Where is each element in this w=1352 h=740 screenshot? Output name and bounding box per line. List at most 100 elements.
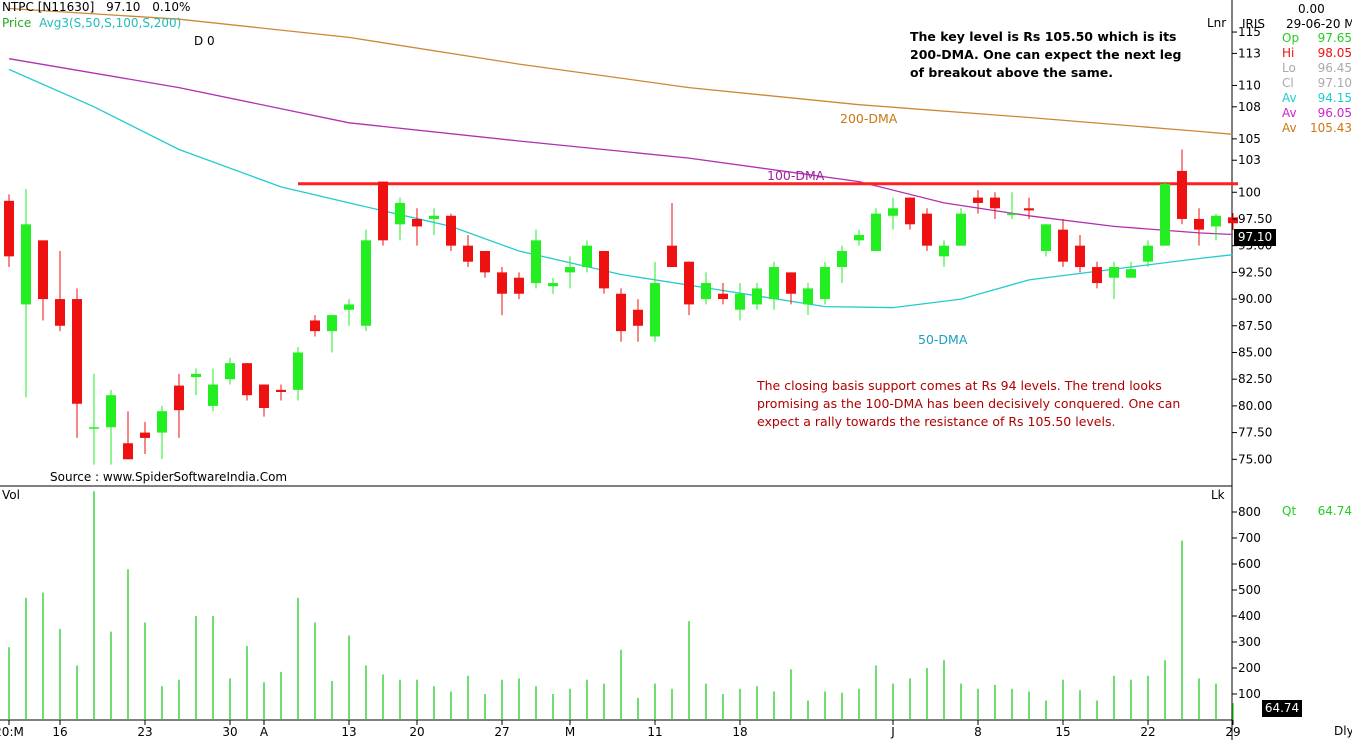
vol-tick-label: 300	[1238, 635, 1261, 649]
x-tick-label: 18	[732, 725, 747, 739]
info-row-value: 96.45	[1317, 61, 1352, 75]
candle-body	[684, 261, 694, 305]
candle-body	[905, 197, 915, 225]
key-level-note: The key level is Rs 105.50 which is its …	[910, 29, 1182, 80]
x-tick-label: A	[260, 725, 269, 739]
info-row-label: Av	[1282, 91, 1297, 105]
x-tick-label: 30	[222, 725, 237, 739]
candle-body	[310, 320, 320, 332]
candle-body	[956, 213, 966, 246]
change-percent: 0.10%	[152, 0, 191, 14]
support-note: The closing basis support comes at Rs 94…	[757, 378, 1181, 429]
candle-body	[276, 389, 286, 393]
scale-type[interactable]: Lnr	[1207, 16, 1227, 30]
candle-body	[242, 363, 252, 396]
candle-body	[157, 411, 167, 433]
candle-body	[1228, 217, 1238, 224]
candle-body	[939, 245, 949, 257]
candle-body	[599, 251, 609, 289]
vol-tick-label: 500	[1238, 583, 1261, 597]
ma-line	[8, 68, 1234, 309]
candle-body	[21, 224, 31, 305]
x-tick-label: J	[890, 725, 895, 739]
y-tick-label: 92.50	[1238, 265, 1272, 279]
candle-body	[446, 215, 456, 246]
candle-body	[650, 283, 660, 337]
source-note: Source : www.SpiderSoftwareIndia.Com	[50, 470, 288, 484]
info-row: Cl 97.10	[1240, 76, 1352, 90]
candle-body	[548, 283, 558, 287]
candle-body	[565, 267, 575, 273]
candle-body	[1160, 183, 1170, 246]
candle-body	[854, 234, 864, 241]
y-tick-label: 110	[1238, 78, 1261, 92]
x-tick-label: 20:M	[0, 725, 24, 739]
x-tick-label: 11	[647, 725, 662, 739]
candle-body	[4, 200, 14, 257]
candle-body	[786, 272, 796, 294]
info-row: Av 94.15	[1240, 91, 1352, 105]
candle-body	[327, 315, 337, 332]
vol-tick-label: 600	[1238, 557, 1261, 571]
vol-tick-label: 100	[1238, 687, 1261, 701]
symbol-label: NTPC [N11630]	[2, 0, 95, 14]
candle-body	[1007, 213, 1017, 216]
candle-body	[106, 395, 116, 428]
x-tick-label: 20	[409, 725, 424, 739]
candle-body	[718, 293, 728, 300]
candle-body	[38, 240, 48, 300]
candle-body	[429, 215, 439, 219]
info-row: Hi 98.05	[1240, 46, 1352, 60]
candle-body	[140, 432, 150, 438]
candle-body	[531, 240, 541, 284]
vol-tick-label: 400	[1238, 609, 1261, 623]
info-qt-label: Qt	[1282, 504, 1297, 518]
candle-body	[1075, 245, 1085, 268]
candle-body	[123, 443, 133, 460]
info-top-value: 0.00	[1298, 2, 1325, 16]
candle-body	[803, 288, 813, 305]
info-title: IRIS	[1242, 17, 1266, 31]
vol-tick-label: 700	[1238, 531, 1261, 545]
x-tick-label: 13	[341, 725, 356, 739]
x-tick-label: 16	[52, 725, 67, 739]
candle-body	[1092, 267, 1102, 284]
dma100-label: 100-DMA	[767, 168, 825, 183]
info-row: Av 105.43	[1240, 121, 1352, 135]
y-tick-label: 108	[1238, 100, 1261, 114]
candle-body	[1109, 267, 1119, 278]
info-row-value: 97.65	[1317, 31, 1352, 45]
candle-body	[752, 288, 762, 305]
info-date: 29-06-20 Mo	[1286, 17, 1352, 31]
avg-legend: Avg3(S,50,S,100,S,200)	[39, 16, 182, 30]
ma-line	[8, 58, 1234, 236]
info-row-label: Op	[1282, 31, 1300, 45]
candle-body	[293, 352, 303, 390]
candle-body	[888, 208, 898, 216]
candle-body	[582, 245, 592, 268]
x-tick-label: 22	[1140, 725, 1155, 739]
info-row-value: 96.05	[1317, 106, 1352, 120]
info-row-value: 94.15	[1317, 91, 1352, 105]
y-tick-label: 80.00	[1238, 399, 1272, 413]
candle-body	[497, 272, 507, 294]
vol-tick-label: 200	[1238, 661, 1261, 675]
last-volume-tag: 64.74	[1262, 700, 1302, 717]
y-tick-label: 75.00	[1238, 452, 1272, 466]
info-row: Av 96.05	[1240, 106, 1352, 120]
x-tick-label: 8	[974, 725, 982, 739]
y-tick-label: 87.50	[1238, 319, 1272, 333]
price-label: Price	[2, 16, 32, 30]
x-tick-label: M	[565, 725, 575, 739]
volume-scale: Lk	[1211, 488, 1225, 502]
period-label[interactable]: Dly	[1334, 724, 1352, 738]
info-row-value: 98.05	[1317, 46, 1352, 60]
vol-tick-label: 800	[1238, 505, 1261, 519]
candle-body	[837, 251, 847, 268]
d0-marker: D 0	[194, 34, 215, 48]
x-tick-label: 27	[494, 725, 509, 739]
chart-header: NTPC [N11630] 97.10 0.10%	[2, 0, 190, 14]
info-row: Op 97.65	[1240, 31, 1352, 45]
dma200-label: 200-DMA	[840, 111, 898, 126]
candle-body	[820, 267, 830, 300]
